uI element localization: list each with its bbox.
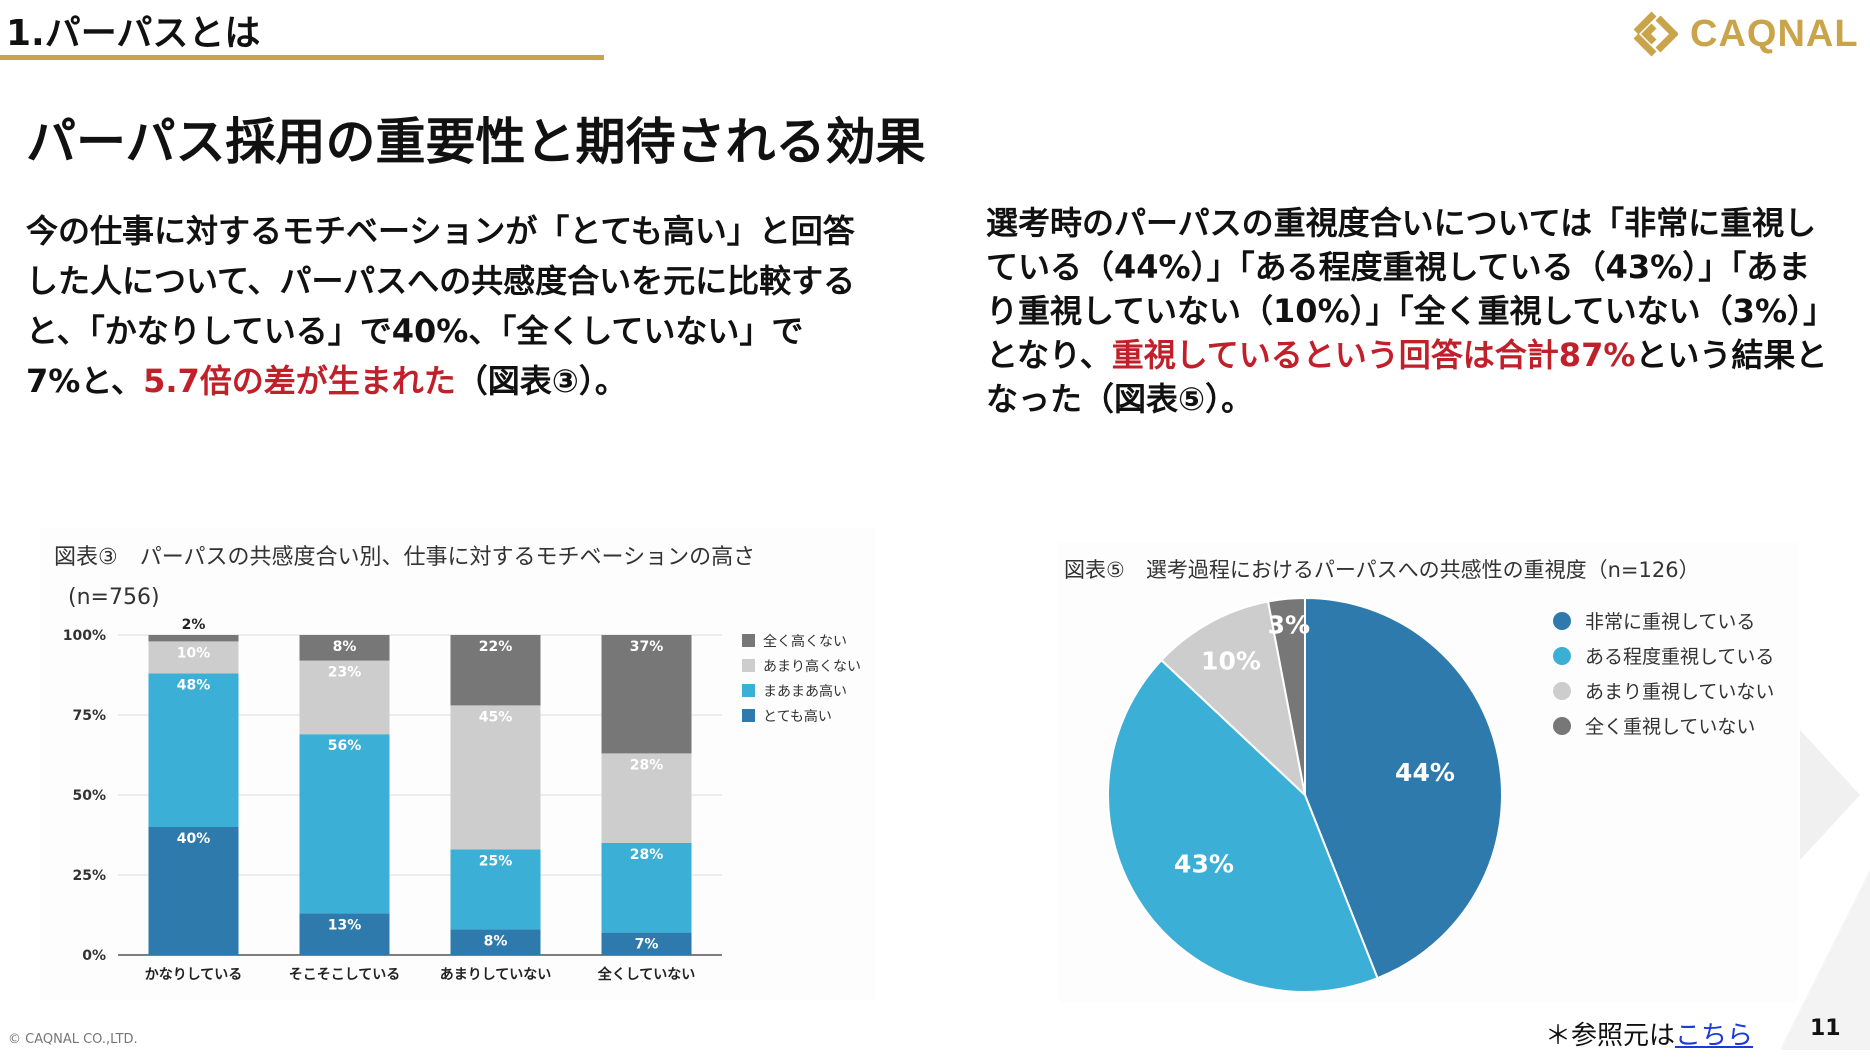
copyright: © CAQNAL CO.,LTD.	[8, 1032, 138, 1047]
y-tick-label: 100%	[63, 628, 106, 644]
stacked-bar-chart: 図表③ パーパスの共感度合い別、仕事に対するモチベーションの高さ (n=756) 1…	[40, 528, 875, 1000]
page-number: 11	[1810, 1016, 1841, 1041]
legend-swatch	[1553, 612, 1571, 630]
bar-segment	[450, 929, 541, 955]
data-label: 13%	[328, 917, 362, 933]
data-label: 8%	[484, 933, 508, 949]
bar-segment	[601, 753, 692, 843]
legend-label: あまり高くない	[763, 658, 861, 675]
legend-label: あまり重視していない	[1585, 681, 1774, 703]
pie-data-label: 10%	[1201, 646, 1261, 675]
x-tick-label: そこそこしている	[289, 967, 401, 983]
legend-label: まあまあ高い	[763, 683, 847, 700]
reference-link[interactable]: こちら	[1675, 1021, 1754, 1051]
caqnal-logo-icon	[1633, 11, 1678, 57]
bar-segment	[450, 635, 541, 706]
pie-slice	[1107, 658, 1379, 993]
data-label: 56%	[328, 738, 362, 754]
pie-slice	[1266, 596, 1306, 796]
legend-label: とても高い	[763, 708, 832, 725]
data-label: 45%	[479, 709, 513, 725]
data-label: 22%	[479, 639, 513, 655]
bar-segment	[450, 705, 541, 850]
legend-swatch	[742, 709, 755, 722]
section-label: 1.パーパスとは	[6, 13, 261, 54]
chart-title: 図表⑤ 選考過程におけるパーパスへの共感性の重視度（n=126）	[1064, 558, 1700, 582]
right-paragraph-highlight: 重視しているという回答は合計87%	[1111, 336, 1636, 374]
data-label: 28%	[630, 757, 664, 773]
data-label: 48%	[177, 677, 211, 693]
data-label: 25%	[479, 853, 513, 869]
legend-swatch	[1553, 717, 1571, 735]
legend-label: ある程度重視している	[1585, 646, 1774, 668]
bar-segment	[299, 635, 390, 661]
legend-label: 非常に重視している	[1585, 611, 1755, 633]
y-tick-label: 0%	[82, 948, 106, 964]
data-label: 23%	[328, 665, 362, 681]
bar-segment	[601, 635, 692, 754]
legend-swatch	[742, 684, 755, 697]
legend-swatch	[742, 659, 755, 672]
data-label: 7%	[635, 937, 659, 953]
x-tick-label: 全くしていない	[597, 966, 696, 983]
legend-label: 全く重視していない	[1585, 716, 1755, 738]
pie-slice	[1159, 600, 1307, 798]
bar-segment	[299, 660, 390, 735]
reference-note: ＊参照元はこちら	[1545, 1015, 1753, 1052]
bar-segment	[601, 843, 692, 933]
caqnal-logo: CAQNAL	[1630, 10, 1859, 58]
left-paragraph-highlight: 5.7倍の差が生まれた	[143, 362, 456, 400]
pie-chart: 図表⑤ 選考過程におけるパーパスへの共感性の重視度（n=126） 44% 43% 10…	[1058, 543, 1798, 1003]
y-tick-label: 50%	[72, 788, 106, 804]
pie-data-label: 44%	[1395, 758, 1455, 787]
chart-title: 図表③ パーパスの共感度合い別、仕事に対するモチベーションの高さ	[54, 545, 755, 570]
legend-swatch	[742, 634, 755, 647]
section-underline	[0, 55, 604, 60]
stacked-bar-chart-svg: 図表③ パーパスの共感度合い別、仕事に対するモチベーションの高さ (n=756) 1…	[54, 545, 861, 983]
bar-segment	[148, 635, 239, 642]
left-paragraph-text-end: （図表③）。	[455, 362, 627, 400]
x-tick-label: かなりしている	[145, 967, 243, 983]
right-paragraph: 選考時のパーパスの重視度合いについては「非常に重視している（44%）」「ある程度…	[986, 201, 1841, 421]
pie-data-label: 43%	[1174, 850, 1234, 879]
y-tick-label: 75%	[72, 708, 106, 724]
bar-segment	[148, 827, 239, 955]
reference-prefix: ＊参照元は	[1545, 1021, 1676, 1051]
bar-segment	[299, 734, 390, 914]
page-title: パーパス採用の重要性と期待される効果	[26, 113, 926, 171]
bar-segment	[148, 673, 239, 827]
legend-swatch	[1553, 647, 1571, 665]
chart-subtitle: (n=756)	[68, 585, 160, 610]
pie-chart-svg: 図表⑤ 選考過程におけるパーパスへの共感性の重視度（n=126） 44% 43% 10…	[1064, 558, 1774, 993]
bar-segment	[601, 932, 692, 955]
y-tick-label: 25%	[72, 868, 106, 884]
data-label: 28%	[630, 847, 664, 863]
legend-swatch	[1553, 682, 1571, 700]
pie-data-label: 3%	[1268, 610, 1310, 639]
x-tick-label: あまりしていない	[440, 967, 552, 983]
data-label: 10%	[177, 645, 211, 661]
bar-segment	[148, 641, 239, 674]
data-label: 40%	[177, 831, 211, 847]
data-label: 37%	[630, 639, 664, 655]
data-label: 2%	[182, 617, 206, 633]
bar-segment	[450, 849, 541, 930]
legend-label: 全く高くない	[763, 633, 847, 650]
left-paragraph: 今の仕事に対するモチベーションが「とても高い」と回答した人について、パーパスへの…	[26, 206, 856, 406]
data-label: 8%	[333, 639, 357, 655]
right-paragraph-text: 選考時のパーパスの重視度合いについては「非常に重視している（44%）」「ある程度…	[986, 204, 1836, 374]
left-paragraph-text: 今の仕事に対するモチベーションが「とても高い」と回答した人について、パーパスへの…	[26, 212, 856, 400]
logo-wordmark: CAQNAL	[1690, 12, 1859, 55]
bar-segment	[299, 913, 390, 955]
right-paragraph-text-end: という結果となった（図表⑤）。	[986, 336, 1828, 418]
pie-slice	[1304, 596, 1503, 980]
decorative-shapes	[1780, 730, 1870, 1050]
